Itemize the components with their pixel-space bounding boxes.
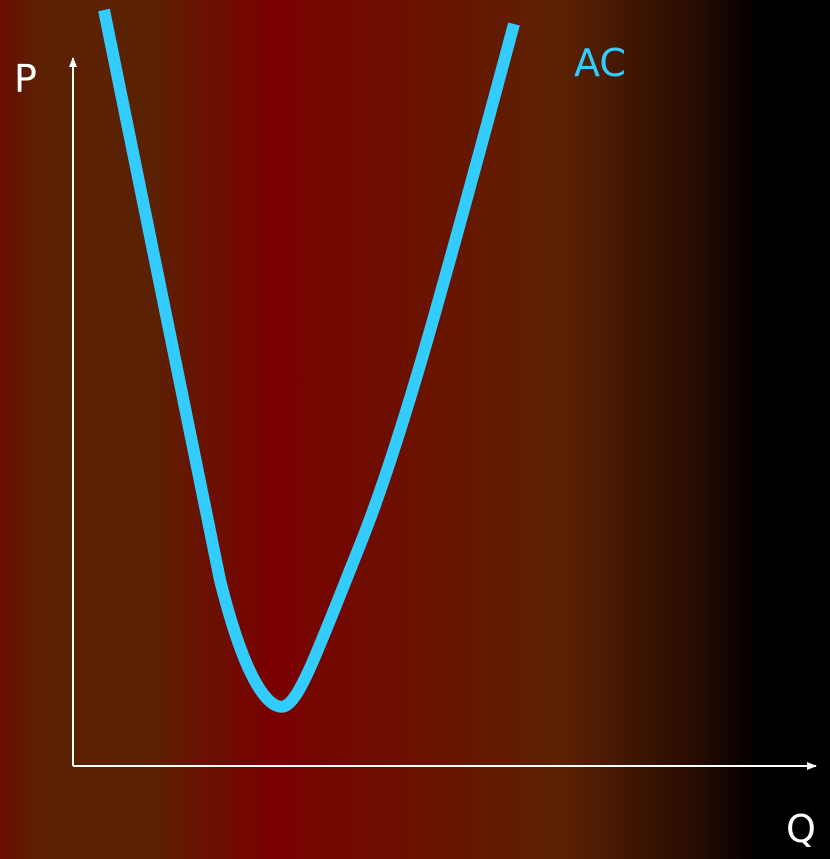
x-axis-label: Q xyxy=(786,807,816,851)
ac-curve-label: AC xyxy=(574,41,626,85)
ac-curve xyxy=(98,8,520,713)
y-axis-label: P xyxy=(14,57,37,101)
